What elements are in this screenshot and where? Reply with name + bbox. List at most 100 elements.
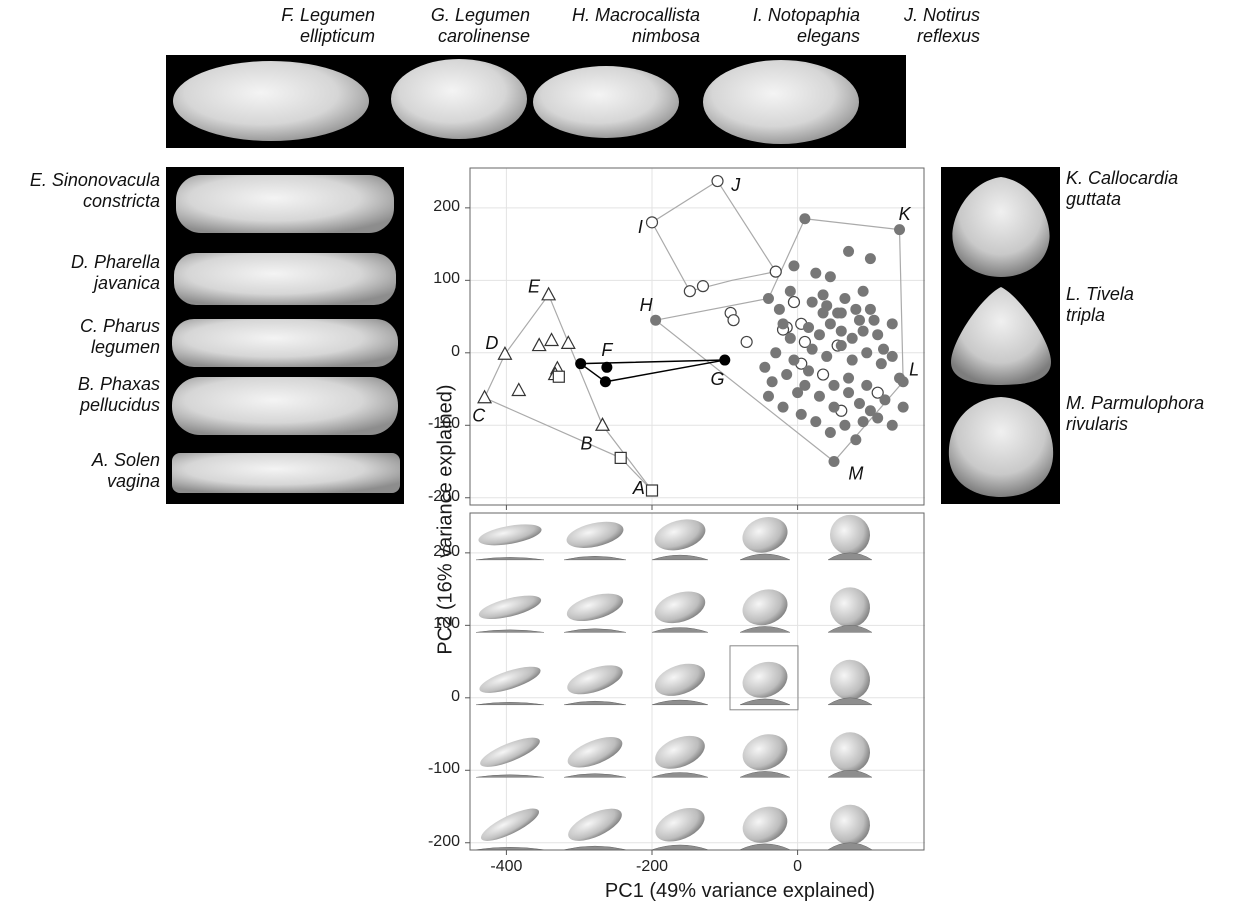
scatter-frame (469, 167, 925, 506)
shell-photo-i (703, 60, 859, 144)
label-e: E. Sinonovacula constricta (29, 170, 160, 211)
triangle-point (541, 286, 557, 301)
gray-point (803, 365, 815, 377)
morpho-shell-view (480, 737, 540, 767)
label-a: A. Solen vagina (91, 450, 160, 491)
morpho-shell-section (651, 699, 709, 706)
gray-point (850, 303, 862, 315)
point-label-j: J (730, 175, 741, 195)
gray-point (843, 372, 855, 384)
hull-line-0 (483, 294, 653, 491)
morpho-shell-view (655, 735, 705, 769)
shell-photo-k (952, 177, 1050, 277)
morpho-shell-view (742, 661, 788, 698)
gray-point (650, 314, 662, 326)
gray-point (824, 427, 836, 439)
triangle-point (477, 389, 493, 404)
gray-point (835, 340, 847, 352)
gray-point (795, 408, 807, 420)
gray-point (821, 350, 833, 362)
gray-point (868, 314, 880, 326)
open-circle-point (769, 265, 782, 278)
morpho-shell-view (742, 589, 788, 626)
morpho-shell-section (739, 698, 791, 706)
shell-photo-c (172, 319, 398, 367)
pca-scatter-plot: A B C D E F G H I J K L M (465, 167, 925, 510)
gray-point (857, 285, 869, 297)
gray-point (777, 318, 789, 330)
hull-line-3 (580, 359, 725, 383)
gray-point (857, 416, 869, 428)
point-label-e: E (528, 276, 541, 296)
gray-point (886, 419, 898, 431)
label-d: D. Pharella javanica (70, 252, 160, 293)
morpho-shell-view (830, 659, 870, 700)
morpho-shell-section (563, 628, 627, 633)
gray-point (813, 329, 825, 341)
gray-point (781, 369, 793, 381)
open-circle-point (711, 174, 724, 188)
morpho-shell-view (568, 808, 622, 841)
gray-point (839, 292, 851, 304)
left-shell-photo-panel (166, 167, 404, 504)
morpho-shell-section (827, 552, 873, 561)
y-axis-title: PC2 (16% variance explained) (434, 384, 457, 655)
hull-line-1 (651, 180, 777, 292)
label-h: H. Macrocallista nimbosa (571, 5, 700, 46)
morpho-shell-section (651, 844, 709, 851)
gray-point (886, 318, 898, 330)
morpho-shell-section (563, 555, 627, 561)
gray-point (872, 329, 884, 341)
morpho-shell-section (827, 697, 873, 706)
scatter-y-tick-label: 200 (433, 197, 460, 215)
black-point (719, 354, 731, 366)
morpho-shell-view (566, 521, 624, 548)
point-label-l: L (909, 360, 919, 380)
label-f: F. Legumen ellipticum (281, 5, 375, 46)
scatter-y-tick-label: 100 (433, 270, 460, 288)
x-tick-label: 0 (793, 858, 803, 875)
shell-photo-m (948, 397, 1054, 497)
shell-photo-b (172, 377, 398, 435)
triangle-point (560, 335, 576, 349)
gray-point (759, 361, 771, 373)
gray-point (806, 296, 818, 308)
morpho-shell-section (475, 557, 545, 561)
gray-point (799, 379, 811, 391)
morpho-shell-view (830, 804, 870, 845)
morpho-shell-view (479, 666, 541, 693)
morpho-shell-section (827, 625, 873, 633)
morpho-shell-section (739, 626, 791, 633)
morpho-shell-section (651, 554, 709, 561)
label-b: B. Phaxas pellucidus (77, 374, 160, 415)
gray-point (853, 398, 865, 410)
morpho-shell-section (475, 774, 545, 778)
open-circle-point (871, 386, 884, 399)
triangle-point (531, 337, 547, 352)
gray-point (799, 213, 811, 225)
gray-point (762, 292, 774, 304)
x-axis-title: PC1 (49% variance explained) (604, 880, 876, 902)
x-tick-label: -400 (490, 858, 523, 875)
gray-point (792, 387, 804, 399)
label-k: K. Callocardia guttata (1066, 168, 1179, 209)
shell-photo-h (533, 66, 679, 138)
gray-point (828, 401, 840, 413)
morpho-shell-view (567, 665, 623, 695)
gray-point (788, 260, 800, 272)
open-circle-point (696, 280, 710, 293)
morpho-shell-view (478, 595, 542, 620)
morpho-shell-section (475, 702, 545, 706)
gray-point (864, 303, 876, 315)
point-label-c: C (472, 405, 486, 425)
morpho-shell-section (651, 627, 709, 633)
morpho-shell-view (654, 519, 706, 551)
morpho-shell-view (478, 524, 542, 546)
morpho-shell-section (739, 843, 791, 851)
gray-point (850, 434, 862, 446)
morpho-shell-view (480, 808, 540, 841)
gray-point (817, 289, 829, 301)
morpho-shell-section (475, 629, 545, 633)
morpho-shell-section (651, 772, 709, 778)
label-l: L. Tivela tripla (1066, 284, 1134, 325)
